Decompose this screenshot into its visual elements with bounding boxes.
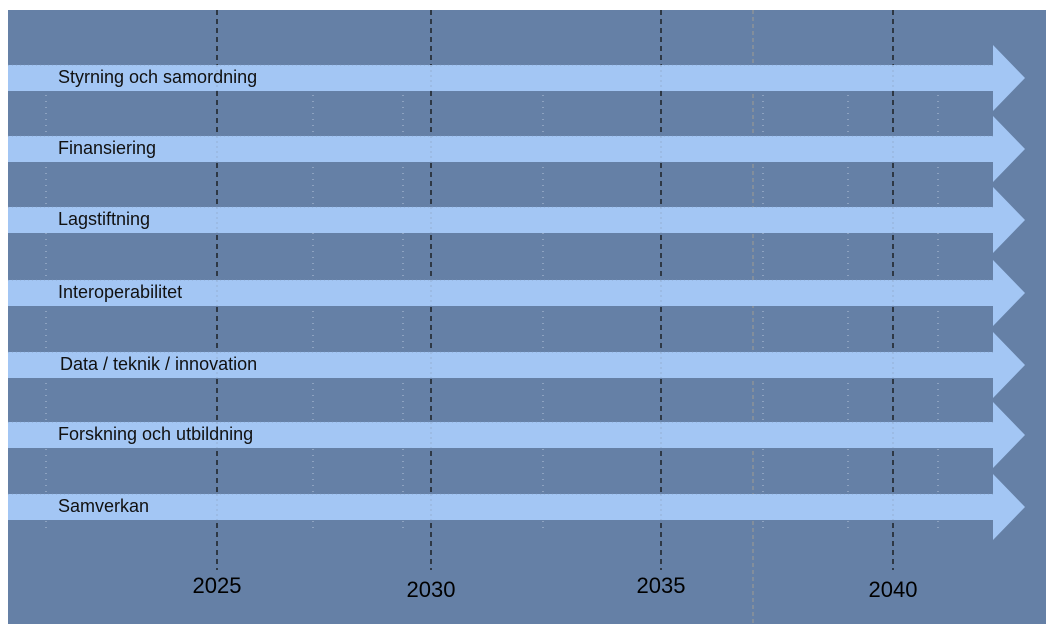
- row-arrow: [8, 332, 1025, 398]
- row-label: Samverkan: [58, 496, 150, 516]
- year-label-2025: 2025: [192, 573, 242, 598]
- roadmap-diagram: [8, 10, 1025, 624]
- row-label: Forskning och utbildning: [58, 424, 254, 444]
- row-label: Finansiering: [58, 138, 157, 158]
- row-label: Data / teknik / innovation: [60, 354, 258, 374]
- year-label-2035: 2035: [636, 573, 686, 598]
- row-arrow: [8, 116, 1025, 182]
- row-arrow: [8, 45, 1025, 111]
- row-label: Styrning och samordning: [58, 67, 258, 87]
- year-label-2030: 2030: [406, 577, 456, 602]
- row-label: Interoperabilitet: [58, 282, 183, 302]
- row-arrow: [8, 260, 1025, 326]
- roadmap-panel: Styrning och samordning Finansiering Lagst…: [8, 10, 1046, 624]
- row-arrow: [8, 187, 1025, 253]
- year-label-2040: 2040: [868, 577, 918, 602]
- row-arrow: [8, 402, 1025, 468]
- row-arrow: [8, 474, 1025, 540]
- row-label: Lagstiftning: [58, 209, 151, 229]
